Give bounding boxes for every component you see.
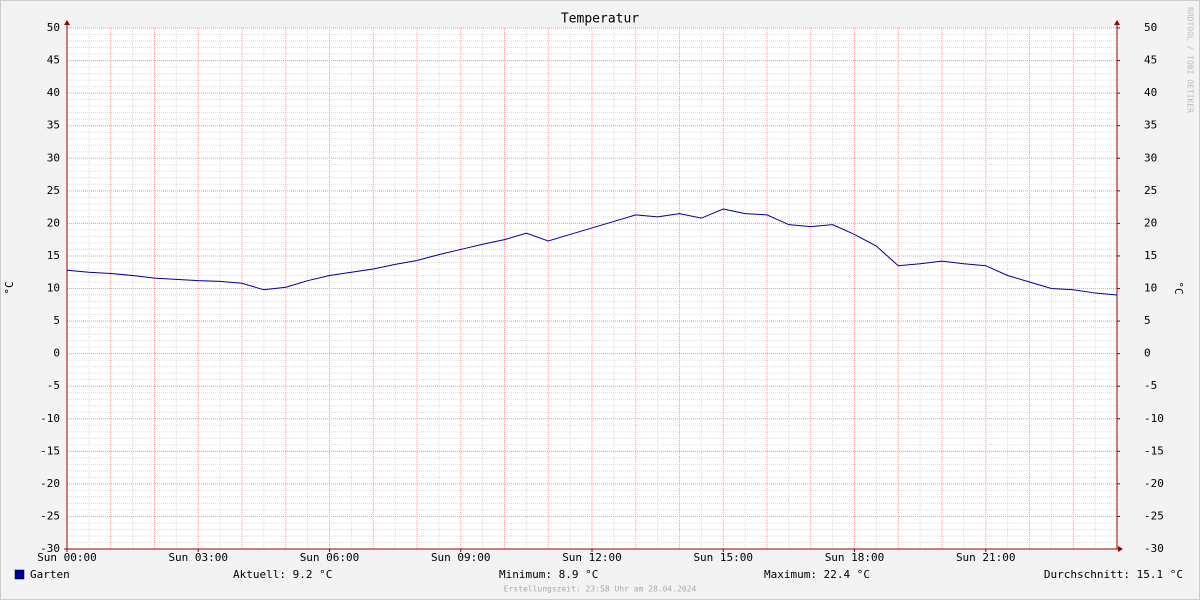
y-tick-label: -10 [40, 412, 60, 425]
legend-label: Garten [30, 568, 70, 581]
y2-tick-label: 5 [1144, 314, 1151, 327]
y2-tick-label: -25 [1144, 509, 1164, 522]
y2-tick-label: -15 [1144, 444, 1164, 457]
y2-tick-label: 40 [1144, 86, 1157, 99]
y2-tick-label: 15 [1144, 249, 1157, 262]
x-tick-label: Sun 03:00 [168, 551, 228, 564]
y2-tick-label: -10 [1144, 412, 1164, 425]
y2-tick-label: 20 [1144, 216, 1157, 229]
y-tick-label: -15 [40, 444, 60, 457]
y-axis-label: °C [3, 281, 16, 294]
x-tick-label: Sun 21:00 [956, 551, 1016, 564]
y-tick-label: -25 [40, 509, 60, 522]
y-tick-label: 50 [47, 21, 60, 34]
series-line [66, 208, 1118, 296]
stat-min: Minimum: 8.9 °C [499, 568, 598, 581]
y-tick-label: 35 [47, 119, 60, 132]
y2-tick-label: -20 [1144, 477, 1164, 490]
y2-tick-label: 30 [1144, 151, 1157, 164]
y2-tick-label: -5 [1144, 379, 1157, 392]
stat-avg: Durchschnitt: 15.1 °C [1044, 568, 1183, 581]
y-tick-label: 30 [47, 151, 60, 164]
y2-axis-label: °C [1172, 281, 1185, 294]
y-tick-label: -20 [40, 477, 60, 490]
x-tick-label: Sun 06:00 [300, 551, 360, 564]
y-tick-label: 25 [47, 184, 60, 197]
watermark: RRDTOOL / TOBI OETIKER [1186, 7, 1195, 113]
chart-title: Temperatur [561, 12, 639, 27]
footer: Erstellungszeit: 23:58 Uhr am 28.04.2024 [504, 585, 697, 594]
arrow [64, 20, 70, 25]
y2-tick-label: 50 [1144, 21, 1157, 34]
y-tick-label: 20 [47, 216, 60, 229]
y-tick-label: 15 [47, 249, 60, 262]
y-tick-label: 5 [53, 314, 60, 327]
stat-current: Aktuell: 9.2 °C [233, 568, 332, 581]
arrow [1114, 20, 1120, 25]
y-tick-label: 10 [47, 282, 60, 295]
y2-tick-label: 10 [1144, 282, 1157, 295]
y2-tick-label: 25 [1144, 184, 1157, 197]
legend-swatch [14, 569, 25, 580]
x-tick-label: Sun 15:00 [693, 551, 753, 564]
y2-tick-label: 0 [1144, 347, 1151, 360]
stat-max: Maximum: 22.4 °C [764, 568, 870, 581]
y2-tick-label: -30 [1144, 542, 1164, 555]
arrow [1118, 546, 1123, 552]
y-tick-label: 45 [47, 54, 60, 67]
x-tick-label: Sun 09:00 [431, 551, 491, 564]
y2-tick-label: 35 [1144, 119, 1157, 132]
grid [67, 27, 1117, 550]
y-tick-label: -30 [40, 542, 60, 555]
y-tick-label: 0 [53, 347, 60, 360]
y-tick-label: 40 [47, 86, 60, 99]
x-tick-label: Sun 00:00 [37, 551, 97, 564]
y-tick-label: -5 [47, 379, 60, 392]
y2-tick-label: 45 [1144, 54, 1157, 67]
x-tick-label: Sun 12:00 [562, 551, 622, 564]
x-tick-label: Sun 18:00 [825, 551, 885, 564]
